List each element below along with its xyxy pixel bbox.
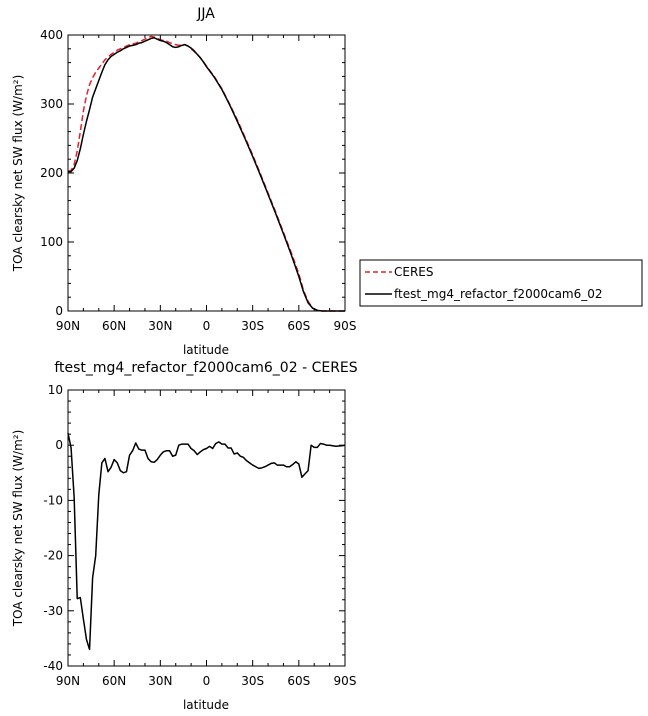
bottom-y-axis-title: TOA clearsky net SW flux (W/m²) <box>11 430 25 628</box>
bottom-x-axis-title: latitude <box>183 698 229 712</box>
x-tick-label: 90N <box>56 319 80 333</box>
top-y-axis-title: TOA clearsky net SW flux (W/m²) <box>11 75 25 273</box>
x-tick-label: 0 <box>203 674 211 688</box>
series-line-difference <box>67 432 346 651</box>
x-tick-label: 30S <box>241 674 264 688</box>
x-tick-label: 60N <box>102 319 126 333</box>
series-line-ceres <box>67 35 345 312</box>
y-tick-label: -40 <box>43 659 63 673</box>
y-tick-label: 100 <box>40 235 63 249</box>
bottom-y-axis: -40 -30 -20 -10 0 10 <box>43 383 345 673</box>
y-tick-label: 10 <box>48 383 63 397</box>
legend: CERES ftest_mg4_refactor_f2000cam6_02 <box>359 259 643 307</box>
x-tick-label: 90S <box>334 319 357 333</box>
y-tick-label: 0 <box>55 438 63 452</box>
x-tick-label: 90S <box>334 674 357 688</box>
top-plot-area <box>67 35 345 312</box>
bottom-panel: ftest_mg4_refactor_f2000cam6_02 - CERES … <box>11 360 358 712</box>
top-y-axis: 0 100 200 300 400 <box>40 28 345 318</box>
x-tick-label: 60S <box>287 319 310 333</box>
y-tick-label: -20 <box>43 549 63 563</box>
bottom-x-axis: 90N 60N 30N 0 30S 60S 90S <box>56 390 357 688</box>
top-panel: JJA 90N 60N 30N 0 30S 60S 90S 0 100 200 300 400 la… <box>11 6 356 357</box>
x-tick-label: 60N <box>102 674 126 688</box>
y-tick-label: 400 <box>40 28 63 42</box>
top-chart-title: JJA <box>196 6 215 22</box>
series-line-ftest-mg4-refactor-f2000cam6-02 <box>68 37 345 312</box>
y-tick-label: 200 <box>40 166 63 180</box>
y-tick-label: 300 <box>40 97 63 111</box>
x-tick-label: 30N <box>148 674 172 688</box>
x-tick-label: 60S <box>287 674 310 688</box>
legend-label-ceres: CERES <box>394 265 434 279</box>
top-x-axis: 90N 60N 30N 0 30S 60S 90S <box>56 35 357 333</box>
bottom-plot-frame <box>67 389 346 667</box>
x-tick-label: 30N <box>148 319 172 333</box>
legend-label-model: ftest_mg4_refactor_f2000cam6_02 <box>394 287 603 301</box>
y-tick-label: -10 <box>43 493 63 507</box>
x-tick-label: 30S <box>241 319 264 333</box>
top-x-axis-title: latitude <box>183 343 229 357</box>
bottom-plot-area <box>67 432 346 651</box>
x-tick-label: 0 <box>203 319 211 333</box>
y-tick-label: -30 <box>43 604 63 618</box>
y-tick-label: 0 <box>55 304 63 318</box>
legend-box <box>359 259 643 307</box>
bottom-chart-title: ftest_mg4_refactor_f2000cam6_02 - CERES <box>54 360 357 376</box>
top-plot-frame <box>67 34 346 312</box>
x-tick-label: 90N <box>56 674 80 688</box>
